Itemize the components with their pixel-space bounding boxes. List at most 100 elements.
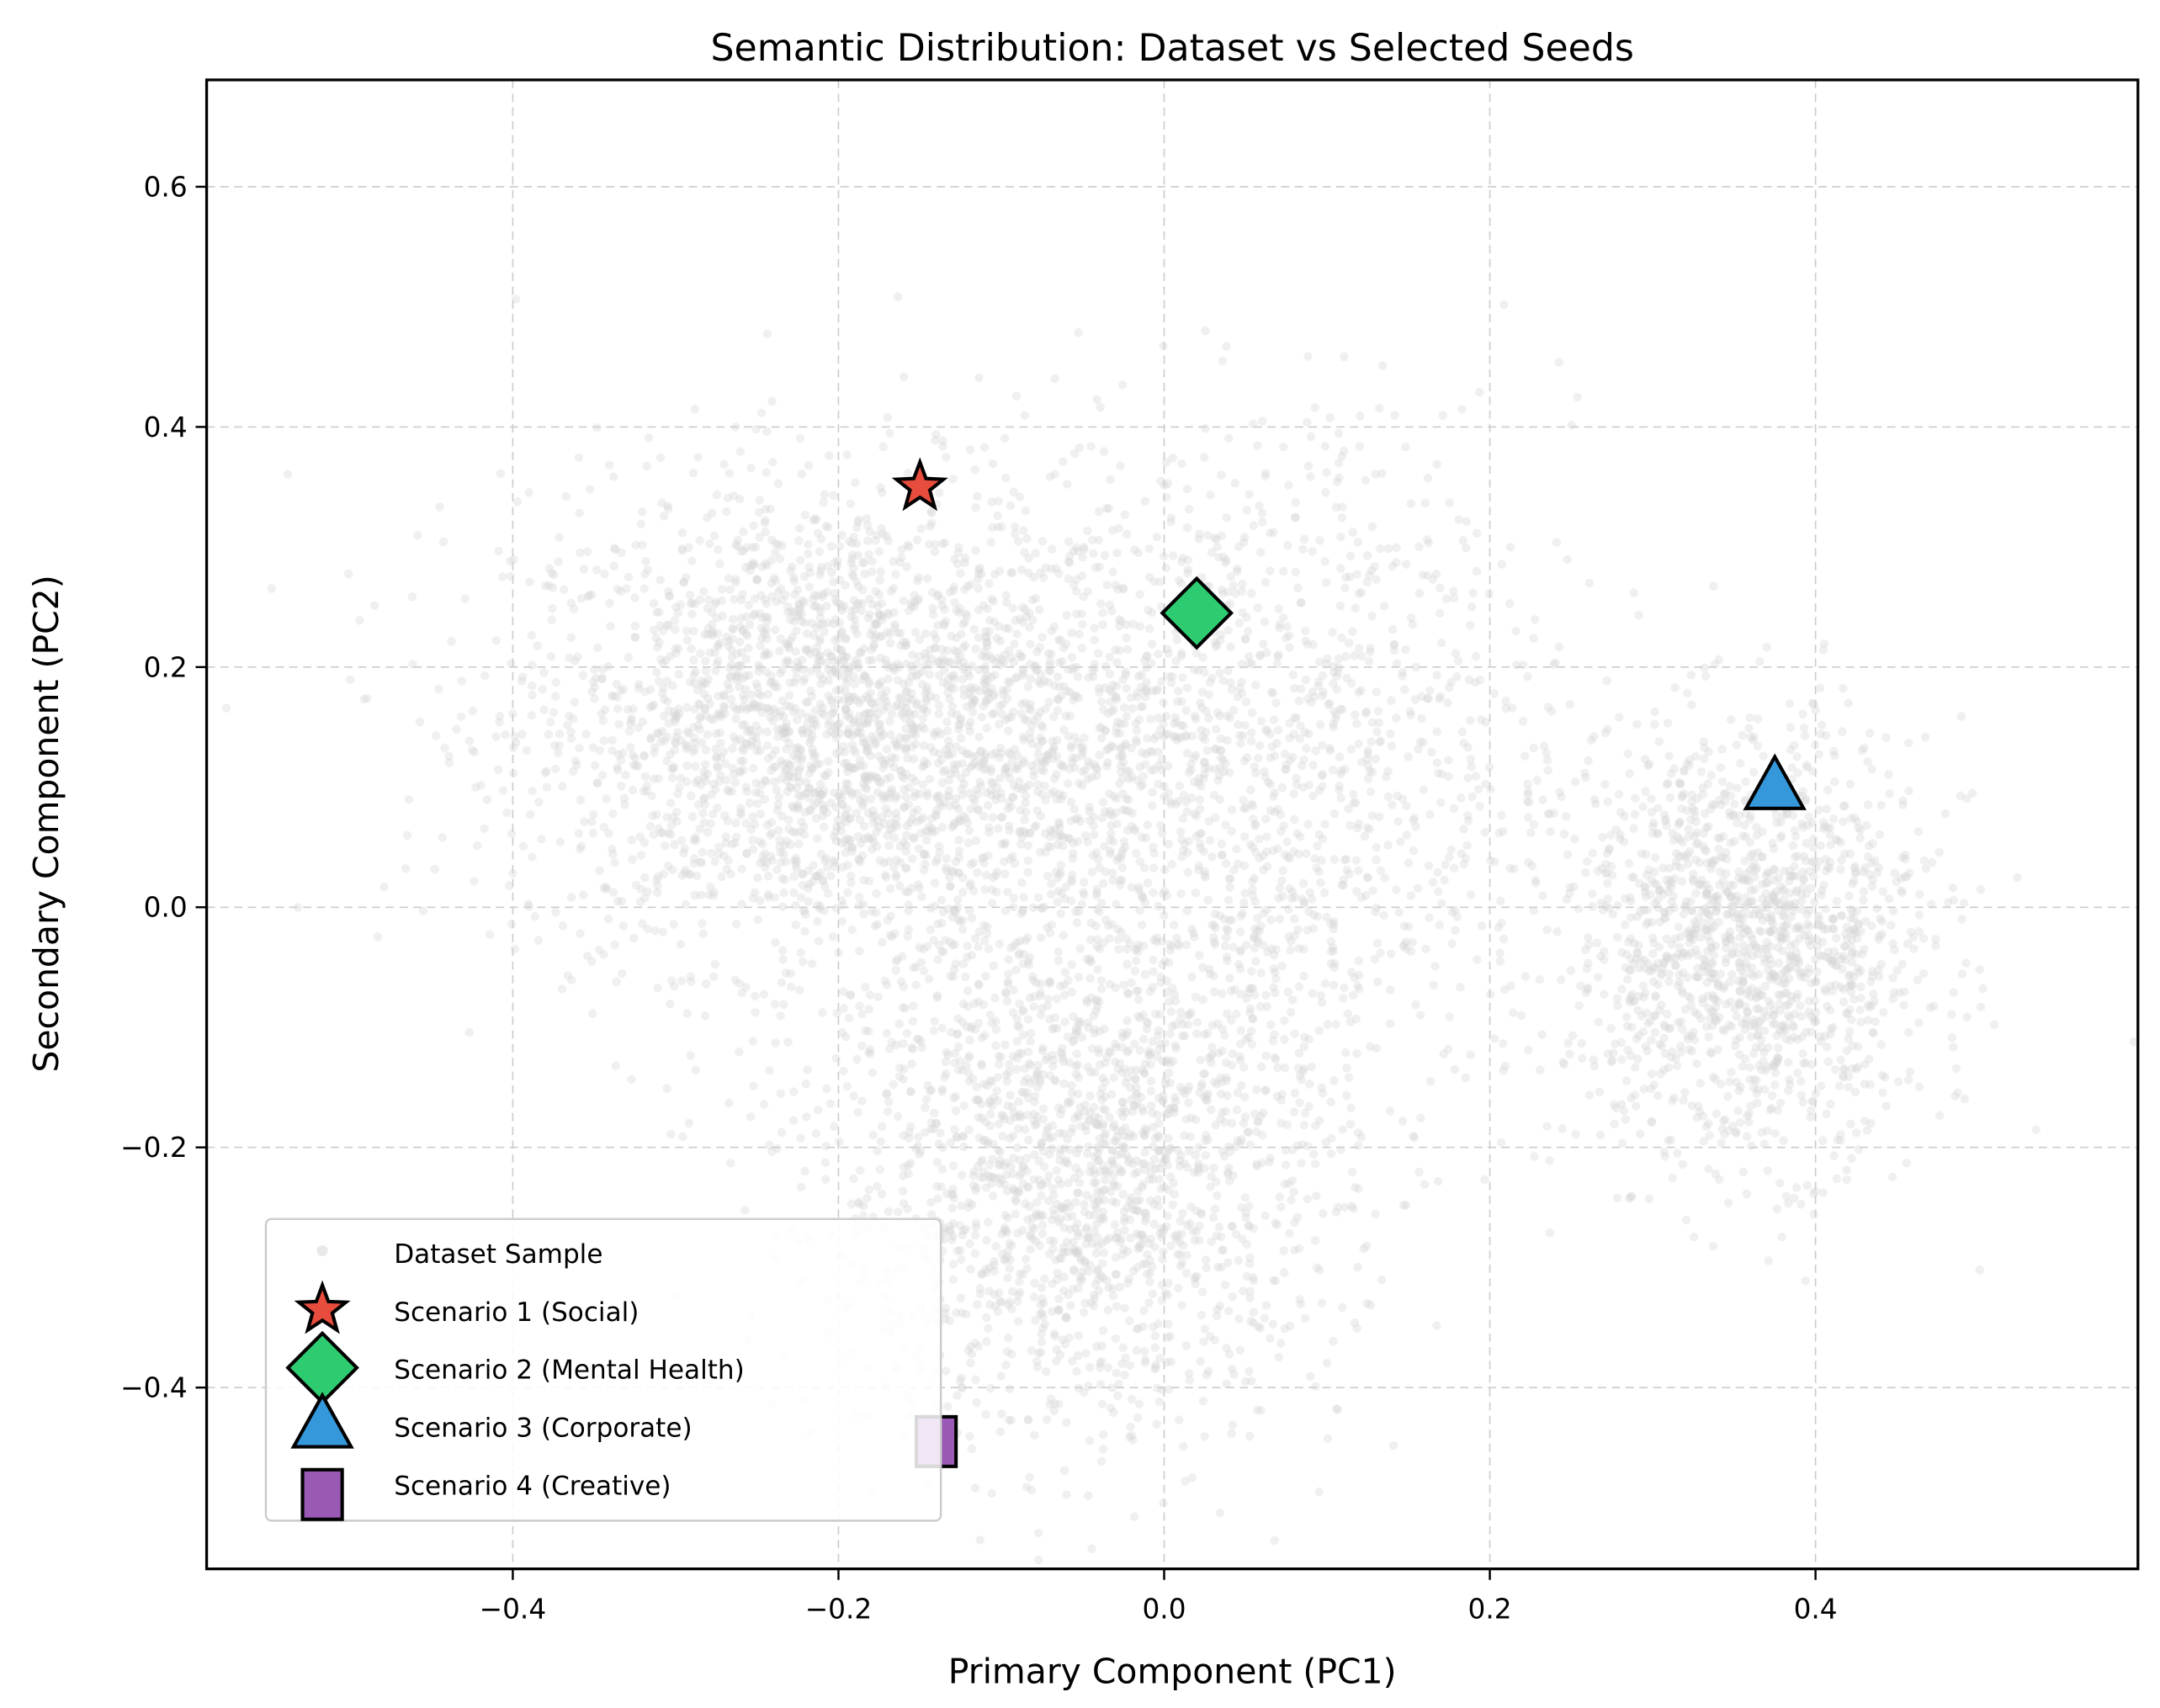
dataset-point xyxy=(810,648,820,657)
dataset-point xyxy=(1021,807,1031,817)
dataset-point xyxy=(1062,1490,1071,1499)
dataset-point xyxy=(1798,1097,1808,1107)
dataset-point xyxy=(884,662,893,672)
dataset-point xyxy=(608,888,618,897)
dataset-point xyxy=(864,655,874,666)
dataset-point xyxy=(1920,732,1930,742)
dataset-point xyxy=(656,828,666,837)
dataset-point xyxy=(830,704,839,713)
dataset-point xyxy=(1108,1196,1117,1207)
dataset-point xyxy=(1004,623,1013,634)
dataset-point xyxy=(1010,858,1020,868)
dataset-point xyxy=(903,1204,912,1213)
dataset-point xyxy=(1244,1366,1254,1376)
dataset-point xyxy=(820,786,829,796)
dataset-point xyxy=(1706,1048,1715,1057)
dataset-point xyxy=(1588,902,1598,911)
dataset-point xyxy=(804,738,815,748)
dataset-point xyxy=(867,644,876,655)
dataset-point xyxy=(713,545,723,554)
dataset-point xyxy=(801,698,811,707)
dataset-point xyxy=(868,626,877,635)
dataset-point xyxy=(1072,586,1081,597)
dataset-point xyxy=(578,671,587,680)
dataset-point xyxy=(813,834,822,843)
dataset-point xyxy=(768,716,777,726)
dataset-point xyxy=(438,833,447,842)
dataset-point xyxy=(799,665,808,675)
dataset-point xyxy=(818,811,827,820)
dataset-point xyxy=(1018,665,1027,674)
dataset-point xyxy=(790,856,799,865)
dataset-point xyxy=(1013,783,1022,793)
dataset-point xyxy=(682,727,693,736)
dataset-point xyxy=(926,814,937,824)
dataset-point xyxy=(1847,1015,1856,1025)
dataset-point xyxy=(1744,724,1754,733)
dataset-point xyxy=(960,554,970,563)
dataset-point xyxy=(1613,1001,1622,1010)
dataset-point xyxy=(887,752,897,762)
dataset-point xyxy=(809,861,818,870)
dataset-point xyxy=(850,679,859,689)
dataset-point xyxy=(605,460,614,470)
dataset-point xyxy=(1495,957,1505,966)
dataset-point xyxy=(746,737,756,747)
dataset-point xyxy=(750,609,760,618)
dataset-point xyxy=(1119,703,1129,713)
dataset-point xyxy=(1714,917,1724,927)
dataset-point xyxy=(870,740,880,750)
dataset-point xyxy=(860,569,870,579)
dataset-point xyxy=(1289,846,1298,857)
dataset-point xyxy=(739,527,748,537)
dataset-point xyxy=(866,773,875,782)
dataset-point xyxy=(796,604,805,613)
dataset-point xyxy=(882,1028,892,1038)
dataset-point xyxy=(1006,713,1016,722)
dataset-point xyxy=(736,810,746,820)
dataset-point xyxy=(917,680,927,689)
dataset-point xyxy=(643,565,653,575)
dataset-point xyxy=(719,811,730,820)
dataset-point xyxy=(809,719,819,729)
dataset-point xyxy=(894,740,904,749)
dataset-point xyxy=(815,607,825,617)
dataset-point xyxy=(1009,658,1018,667)
dataset-point xyxy=(1786,1036,1795,1045)
dataset-point xyxy=(995,774,1005,783)
dataset-point xyxy=(762,703,771,713)
dataset-point xyxy=(1865,1002,1874,1012)
dataset-point xyxy=(1006,653,1016,663)
dataset-point xyxy=(836,685,845,694)
dataset-point xyxy=(942,750,953,759)
dataset-point xyxy=(688,747,698,756)
dataset-point xyxy=(575,844,585,854)
dataset-point xyxy=(1807,818,1817,828)
dataset-point xyxy=(865,610,874,619)
dataset-point xyxy=(795,763,805,772)
dataset-point xyxy=(1685,926,1694,935)
dataset-point xyxy=(712,751,721,761)
dataset-point xyxy=(978,854,987,863)
dataset-point xyxy=(982,638,991,648)
dataset-point xyxy=(1902,1158,1911,1168)
dataset-point xyxy=(1184,836,1193,846)
dataset-point xyxy=(892,821,902,831)
dataset-point xyxy=(1570,834,1579,844)
dataset-point xyxy=(728,744,737,753)
dataset-point xyxy=(522,745,532,756)
dataset-point xyxy=(733,541,742,551)
dataset-point xyxy=(1226,642,1235,652)
dataset-point xyxy=(846,762,856,772)
dataset-point xyxy=(1717,777,1727,786)
dataset-point xyxy=(1066,741,1076,751)
dataset-point xyxy=(1019,950,1028,959)
dataset-point xyxy=(834,792,843,802)
dataset-point xyxy=(777,978,787,988)
dataset-point xyxy=(1770,1005,1779,1015)
dataset-point xyxy=(892,814,901,824)
dataset-point xyxy=(849,596,858,605)
dataset-point xyxy=(703,769,713,778)
dataset-point xyxy=(972,1082,981,1092)
dataset-point xyxy=(864,1185,873,1195)
